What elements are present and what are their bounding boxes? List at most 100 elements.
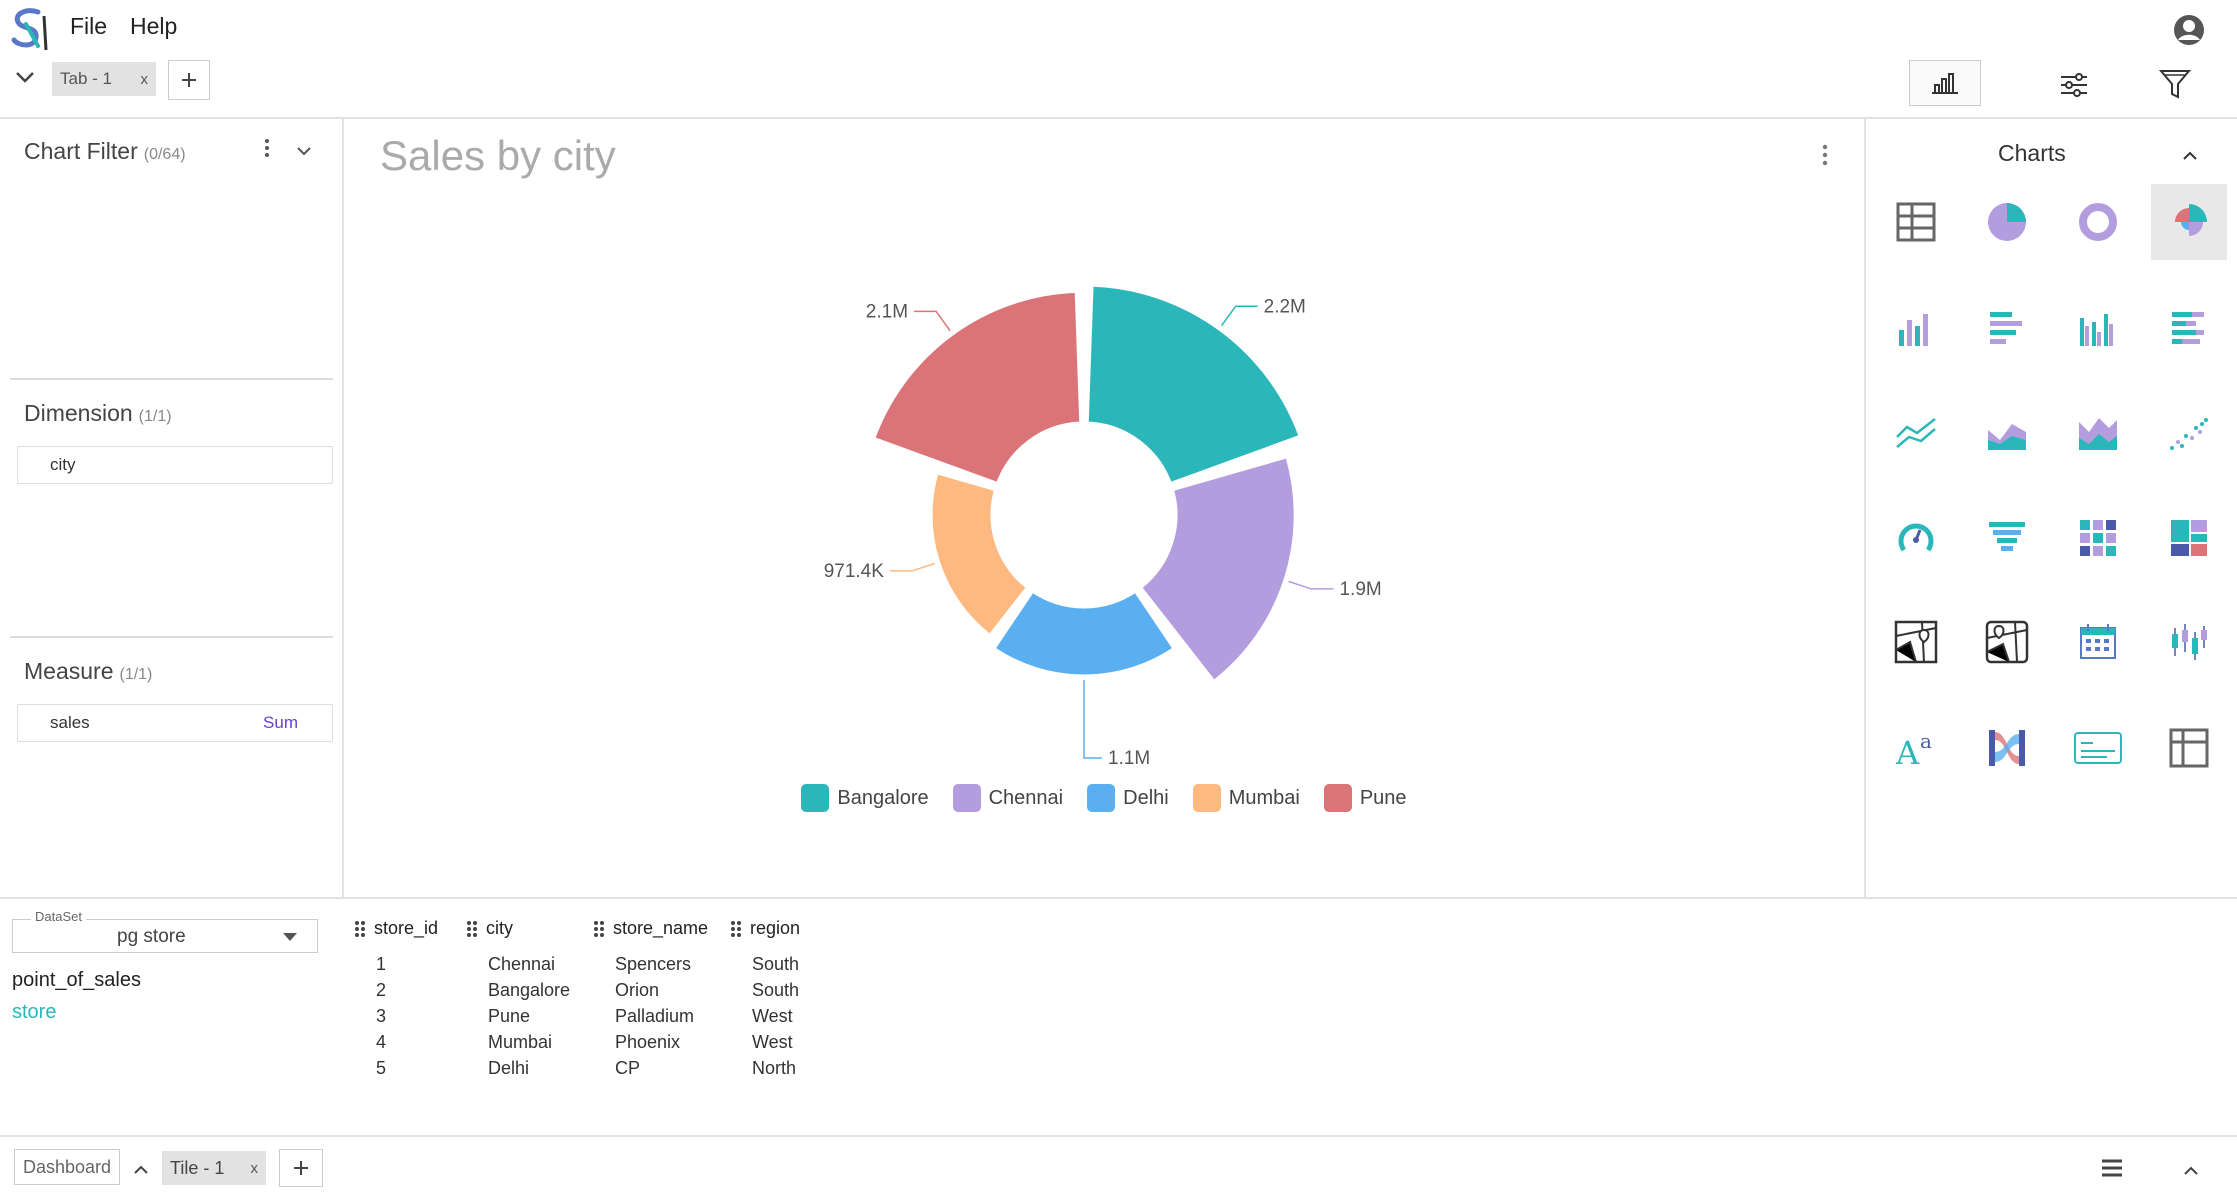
chart-more-icon[interactable] xyxy=(1822,144,1828,171)
data-label-mumbai: 971.4K xyxy=(824,561,885,582)
dimension-field-city[interactable]: city xyxy=(17,446,333,484)
legend-item-delhi[interactable]: Delhi xyxy=(1087,784,1169,812)
data-label-delhi: 1.1M xyxy=(1108,748,1150,769)
drag-handle-icon[interactable] xyxy=(354,920,366,938)
cell-region: West xyxy=(752,1032,793,1052)
cell-store-id: 5 xyxy=(376,1058,387,1078)
column-header-label: region xyxy=(750,918,801,938)
chart-type-pie[interactable] xyxy=(1969,184,2045,260)
tile-1-close[interactable]: x xyxy=(250,1159,259,1177)
drag-handle-icon[interactable] xyxy=(593,920,605,938)
chart-type-horizontal-bar[interactable] xyxy=(1969,290,2045,366)
legend-label: Mumbai xyxy=(1228,786,1300,809)
legend-label: Delhi xyxy=(1123,786,1169,809)
column-header-city[interactable]: city xyxy=(466,918,513,939)
table-icon xyxy=(1896,202,1936,242)
column-header-region[interactable]: region xyxy=(730,918,800,939)
chart-type-filled-map[interactable] xyxy=(1969,604,2045,680)
charts-panel-collapse-icon[interactable] xyxy=(2182,148,2198,166)
column-header-store-id[interactable]: store_id xyxy=(354,918,438,939)
chart-filter-count: (0/64) xyxy=(143,146,186,163)
chart-type-map[interactable] xyxy=(1878,604,1954,680)
legend-swatch xyxy=(801,784,830,812)
measure-field-label: sales xyxy=(50,713,90,732)
chart-view-button[interactable] xyxy=(1909,60,1981,106)
slice-pune[interactable] xyxy=(872,289,1083,486)
add-tile-button[interactable] xyxy=(279,1149,323,1187)
left-panel-divider xyxy=(342,119,344,897)
section-divider xyxy=(10,636,333,638)
cell-city: Pune xyxy=(488,1006,531,1026)
column-header-store-name[interactable]: store_name xyxy=(593,918,708,939)
map-icon xyxy=(1894,620,1938,664)
chart-type-stacked-horizontal-bar[interactable] xyxy=(2151,290,2227,366)
chart-type-card[interactable] xyxy=(2060,710,2136,786)
chart-type-funnel[interactable] xyxy=(1969,500,2045,576)
data-label-pune: 2.1M xyxy=(866,301,908,322)
menu-help[interactable]: Help xyxy=(130,13,178,39)
donut-icon xyxy=(2079,203,2117,241)
chart-type-donut[interactable] xyxy=(2060,184,2136,260)
chart-type-grouped-bar[interactable] xyxy=(2060,290,2136,366)
chart-type-table[interactable] xyxy=(1878,184,1954,260)
leader-line xyxy=(914,310,951,332)
filter-funnel-icon[interactable] xyxy=(2155,64,2195,104)
chart-type-pivot-table[interactable] xyxy=(2151,710,2227,786)
bottom-bar-divider xyxy=(0,1135,2237,1137)
chart-title[interactable]: Sales by city xyxy=(380,132,616,179)
bar-chart-icon xyxy=(1899,314,1928,346)
legend-item-mumbai[interactable]: Mumbai xyxy=(1192,784,1300,812)
dataset-select[interactable]: DataSet pg store xyxy=(12,909,318,953)
chart-filter-more-icon[interactable] xyxy=(264,138,270,163)
chart-type-stacked-area[interactable] xyxy=(2060,395,2136,471)
dataset-table-point-of-sales[interactable]: point_of_sales xyxy=(12,969,141,991)
legend-swatch xyxy=(1087,784,1116,812)
chart-type-candlestick[interactable] xyxy=(2151,604,2227,680)
cell-region: South xyxy=(752,980,800,1000)
tab-bar-collapse-icon[interactable] xyxy=(14,70,36,89)
settings-sliders-icon[interactable] xyxy=(2055,66,2093,104)
tab-1[interactable]: Tab - 1 x xyxy=(52,62,156,96)
legend-item-pune[interactable]: Pune xyxy=(1323,784,1407,812)
legend-item-chennai[interactable]: Chennai xyxy=(952,784,1063,812)
dashboard-expand-icon[interactable] xyxy=(133,1162,149,1180)
chart-type-sankey[interactable] xyxy=(1969,710,2045,786)
drag-handle-icon[interactable] xyxy=(730,920,742,938)
measure-field-sales[interactable]: sales Sum xyxy=(17,704,333,742)
chart-type-gauge[interactable] xyxy=(1878,500,1954,576)
measure-aggregation[interactable]: Sum xyxy=(263,713,298,732)
app-logo xyxy=(8,6,52,52)
tile-1[interactable]: Tile - 1 x xyxy=(162,1151,266,1185)
chart-type-rose[interactable] xyxy=(2151,184,2227,260)
dataset-selected-value: pg store xyxy=(117,926,186,947)
chart-type-calendar[interactable] xyxy=(2060,604,2136,680)
chart-type-scatter[interactable] xyxy=(2151,395,2227,471)
heatmap-icon xyxy=(2080,520,2116,556)
slice-bangalore[interactable] xyxy=(1085,283,1302,486)
menu-file[interactable]: File xyxy=(70,13,108,39)
user-avatar-icon[interactable] xyxy=(2173,14,2205,51)
drag-handle-icon[interactable] xyxy=(466,920,478,938)
chart-type-heatmap[interactable] xyxy=(2060,500,2136,576)
dataset-table-store[interactable]: store xyxy=(12,1001,57,1023)
chart-type-treemap[interactable] xyxy=(2151,500,2227,576)
slice-chennai[interactable] xyxy=(1139,455,1297,683)
add-tab-button[interactable] xyxy=(168,60,210,100)
legend-item-bangalore[interactable]: Bangalore xyxy=(801,784,929,812)
chart-type-area[interactable] xyxy=(1969,395,2045,471)
rose-donut-chart: 2.2M 1.9M 1.1M 971.4K 2.1M xyxy=(824,283,1382,769)
slice-mumbai[interactable] xyxy=(929,471,1029,638)
chart-legend: Bangalore Chennai Delhi Mumbai Pune xyxy=(344,784,1864,812)
chart-type-bar[interactable] xyxy=(1878,290,1954,366)
dashboard-button[interactable]: Dashboard xyxy=(14,1149,120,1185)
leader-line xyxy=(1220,305,1258,327)
chart-type-line[interactable] xyxy=(1878,395,1954,471)
bottom-panel-expand-icon[interactable] xyxy=(2183,1163,2199,1181)
chart-filter-chevron-down-icon[interactable] xyxy=(296,143,312,161)
list-menu-icon[interactable] xyxy=(2100,1158,2124,1183)
leader-line xyxy=(889,562,935,572)
slice-delhi[interactable] xyxy=(992,589,1176,678)
tab-1-close[interactable]: x xyxy=(140,70,149,88)
cell-city: Chennai xyxy=(488,954,556,974)
